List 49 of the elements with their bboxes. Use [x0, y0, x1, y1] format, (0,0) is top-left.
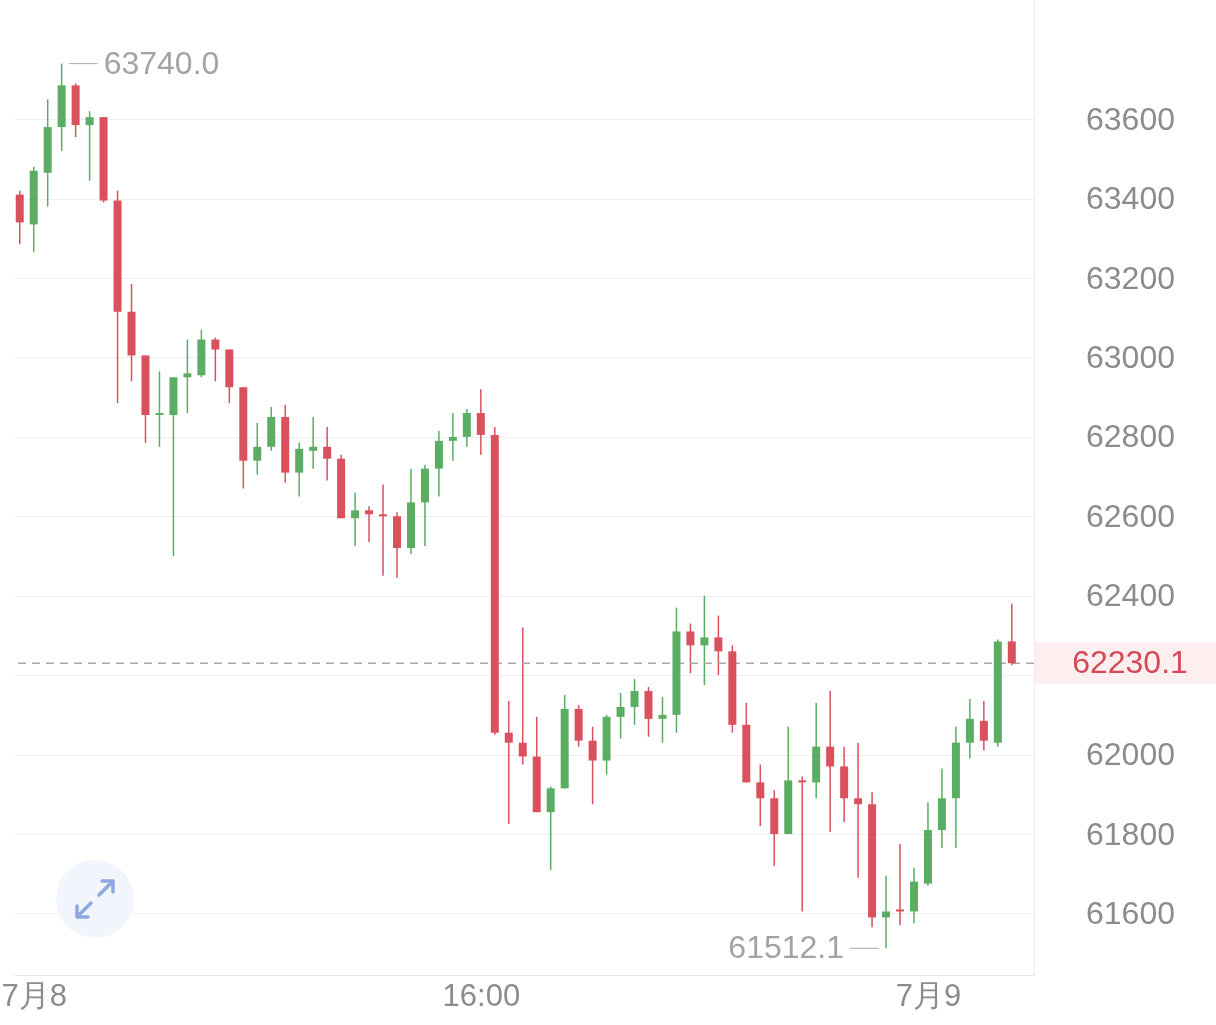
y-tick-label: 63200 — [1086, 259, 1175, 296]
ref-line-label: 62230.1 — [1072, 644, 1188, 681]
y-tick-label: 61800 — [1086, 815, 1175, 852]
candlestick — [756, 763, 765, 827]
candlestick — [798, 775, 807, 913]
annotation: 61512.1 — [728, 929, 845, 966]
candlestick — [714, 614, 723, 676]
y-tick-label: 63600 — [1086, 100, 1175, 137]
candlestick — [462, 408, 471, 448]
candlestick — [85, 110, 94, 182]
candlestick — [518, 626, 527, 766]
candlestick — [854, 741, 863, 879]
candlestick — [630, 678, 639, 726]
candlestick — [616, 692, 625, 740]
y-tick-label: 62400 — [1086, 577, 1175, 614]
x-tick-label: 7月8 — [1, 977, 67, 1013]
x-tick-label: 16:00 — [442, 977, 521, 1013]
candlestick — [155, 370, 164, 448]
y-tick-label: 63400 — [1086, 180, 1175, 217]
candlestick — [309, 416, 318, 470]
candlestick — [253, 422, 262, 476]
candlestick — [183, 338, 192, 414]
candlestick — [476, 388, 485, 456]
x-tick-label: 7月9 — [895, 977, 962, 1013]
candlestick — [979, 700, 988, 752]
candlestick — [1007, 602, 1016, 666]
candlestick — [826, 690, 835, 833]
candlestick — [700, 594, 709, 686]
candlestick — [504, 700, 513, 825]
candlestick — [896, 843, 905, 927]
y-tick-label: 62000 — [1086, 736, 1175, 773]
y-tick-label: 62800 — [1086, 418, 1175, 455]
candlestick — [965, 698, 974, 760]
candlestick — [588, 726, 597, 805]
candlestick — [686, 622, 695, 674]
y-tick-label: 63000 — [1086, 338, 1175, 375]
candlestick — [351, 491, 360, 547]
candlestick — [379, 483, 388, 577]
candlestick — [882, 874, 891, 950]
y-tick-label: 61600 — [1086, 894, 1175, 931]
candlestick — [211, 336, 220, 383]
candlestick — [546, 785, 555, 871]
candlestick — [365, 505, 374, 543]
candlestick — [448, 412, 457, 462]
candlestick — [658, 696, 667, 744]
y-tick-label: 62600 — [1086, 497, 1175, 534]
annotation: 63740.0 — [103, 44, 220, 81]
candlestick — [295, 442, 304, 498]
candlestick — [323, 426, 332, 482]
